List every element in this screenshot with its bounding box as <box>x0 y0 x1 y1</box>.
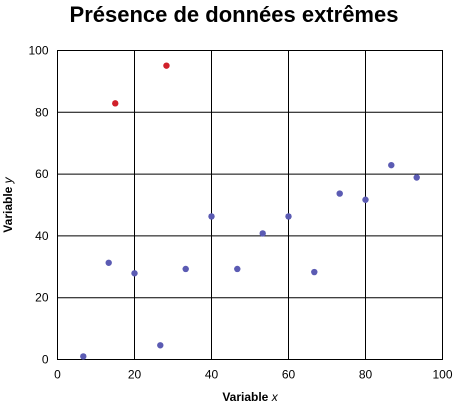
data-point <box>157 342 164 349</box>
plot-frame <box>57 50 443 360</box>
outlier-point <box>112 100 119 107</box>
x-tick-label: 40 <box>205 368 219 382</box>
data-point <box>336 190 343 197</box>
y-tick-label: 60 <box>35 167 49 181</box>
y-tick-label: 20 <box>35 291 49 305</box>
y-tick-label: 40 <box>35 229 49 243</box>
data-point <box>182 265 189 273</box>
data-point <box>234 265 241 273</box>
x-tick-label: 20 <box>128 368 142 382</box>
y-axis-label: Variable y <box>1 176 15 232</box>
grid-lines <box>57 50 443 360</box>
data-point <box>259 230 266 237</box>
y-axis-ticks: 0 20 40 60 80 100 <box>28 44 48 367</box>
x-tick-label: 0 <box>54 368 61 382</box>
data-point <box>80 353 87 360</box>
outlier-point <box>163 62 170 69</box>
x-tick-label: 60 <box>282 368 296 382</box>
data-point <box>285 213 292 220</box>
x-tick-label: 80 <box>359 368 373 382</box>
data-point <box>105 259 112 266</box>
x-tick-label: 100 <box>432 368 452 382</box>
data-point <box>208 213 215 220</box>
data-point <box>362 196 369 203</box>
y-tick-label: 80 <box>35 105 49 119</box>
data-points <box>80 62 420 360</box>
data-point <box>131 270 138 277</box>
y-tick-label: 100 <box>28 44 48 58</box>
x-axis-label: Variable x <box>222 390 278 404</box>
y-tick-label: 0 <box>42 353 49 367</box>
x-axis-ticks: 0 20 40 60 80 100 <box>54 368 453 382</box>
data-point <box>413 174 420 181</box>
data-point <box>388 161 395 169</box>
data-point <box>311 268 318 276</box>
chart-title: Présence de données extrêmes <box>70 2 399 27</box>
